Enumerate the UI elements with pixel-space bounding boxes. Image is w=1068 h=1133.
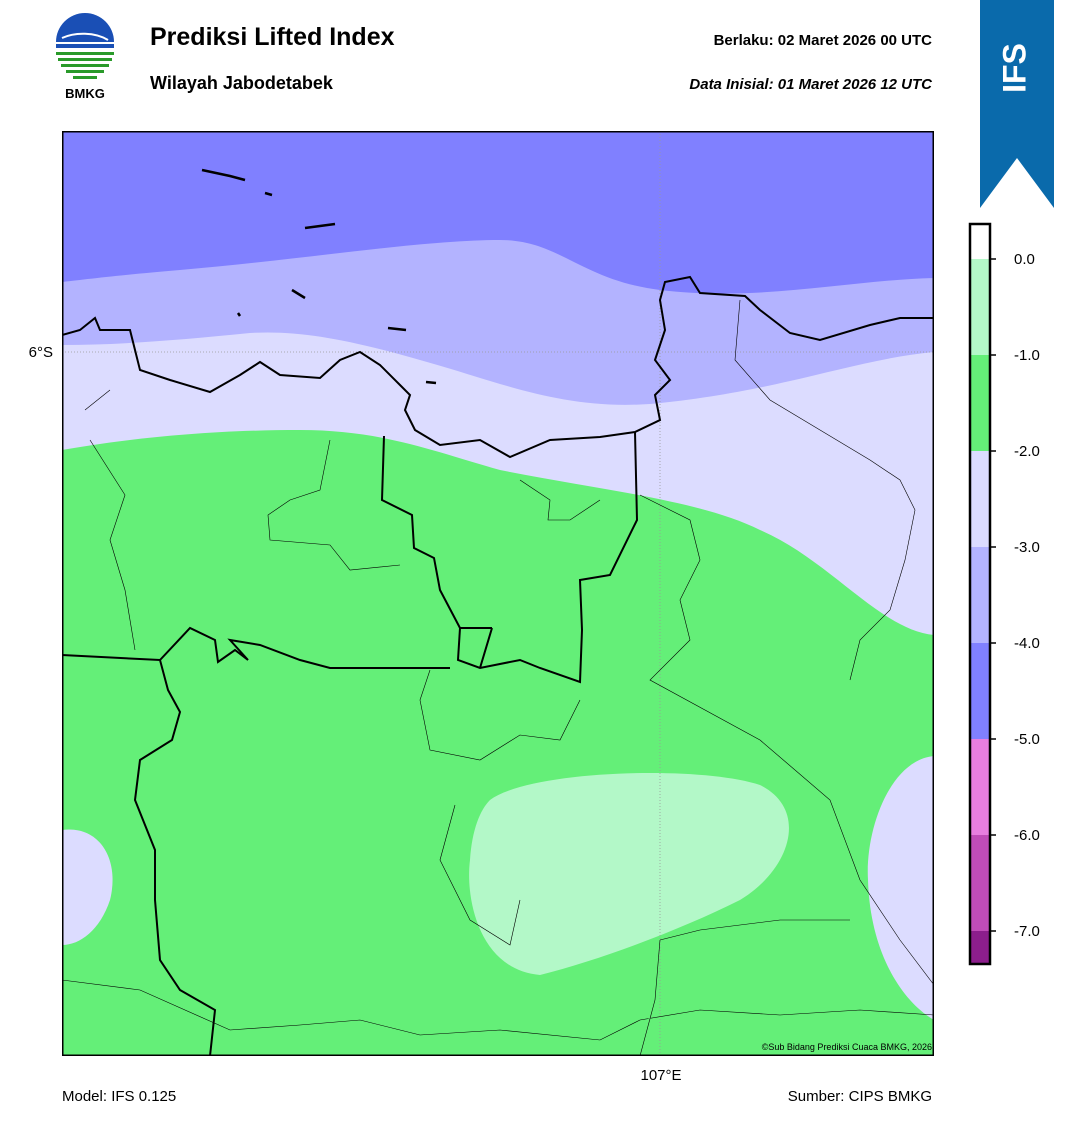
logo-text: BMKG: [65, 86, 105, 101]
map: [62, 131, 934, 1056]
badge: [980, 0, 1054, 208]
colorbar-tick-label: 0.0: [1014, 251, 1035, 268]
logo: [56, 13, 114, 79]
valid-time: Berlaku: 02 Maret 2026 00 UTC: [714, 32, 933, 49]
initial-time: Data Inisial: 01 Maret 2026 12 UTC: [689, 76, 933, 93]
colorbar-tick-label: -7.0: [1014, 923, 1040, 940]
colorbar-segment: [970, 931, 990, 964]
colorbar: 0.0 -1.0 -2.0 -3.0 -4.0 -5.0 -6.0 -7.0: [968, 222, 1040, 966]
badge-text: IFS: [996, 43, 1032, 93]
lat-label: 6°S: [29, 344, 53, 361]
colorbar-tick-label: -4.0: [1014, 635, 1040, 652]
colorbar-segment: [970, 643, 990, 739]
colorbar-segment: [970, 739, 990, 835]
lon-label: 107°E: [640, 1067, 681, 1084]
colorbar-tick-label: -6.0: [1014, 827, 1040, 844]
credit: ©Sub Bidang Prediksi Cuaca BMKG, 2026: [762, 1042, 932, 1052]
source-label: Sumber: CIPS BMKG: [788, 1088, 932, 1105]
colorbar-tick-label: -2.0: [1014, 443, 1040, 460]
colorbar-tick-label: -1.0: [1014, 347, 1040, 364]
title: Prediksi Lifted Index: [150, 23, 395, 51]
colorbar-segment: [970, 451, 990, 547]
colorbar-segment: [970, 835, 990, 931]
colorbar-segment: [970, 355, 990, 451]
colorbar-tick-label: -5.0: [1014, 731, 1040, 748]
model-label: Model: IFS 0.125: [62, 1088, 176, 1105]
colorbar-segment: [970, 224, 990, 259]
colorbar-frame: [968, 222, 992, 966]
colorbar-tick-label: -3.0: [1014, 539, 1040, 556]
subtitle: Wilayah Jabodetabek: [150, 73, 334, 93]
colorbar-segment: [970, 259, 990, 355]
colorbar-segment: [970, 547, 990, 643]
